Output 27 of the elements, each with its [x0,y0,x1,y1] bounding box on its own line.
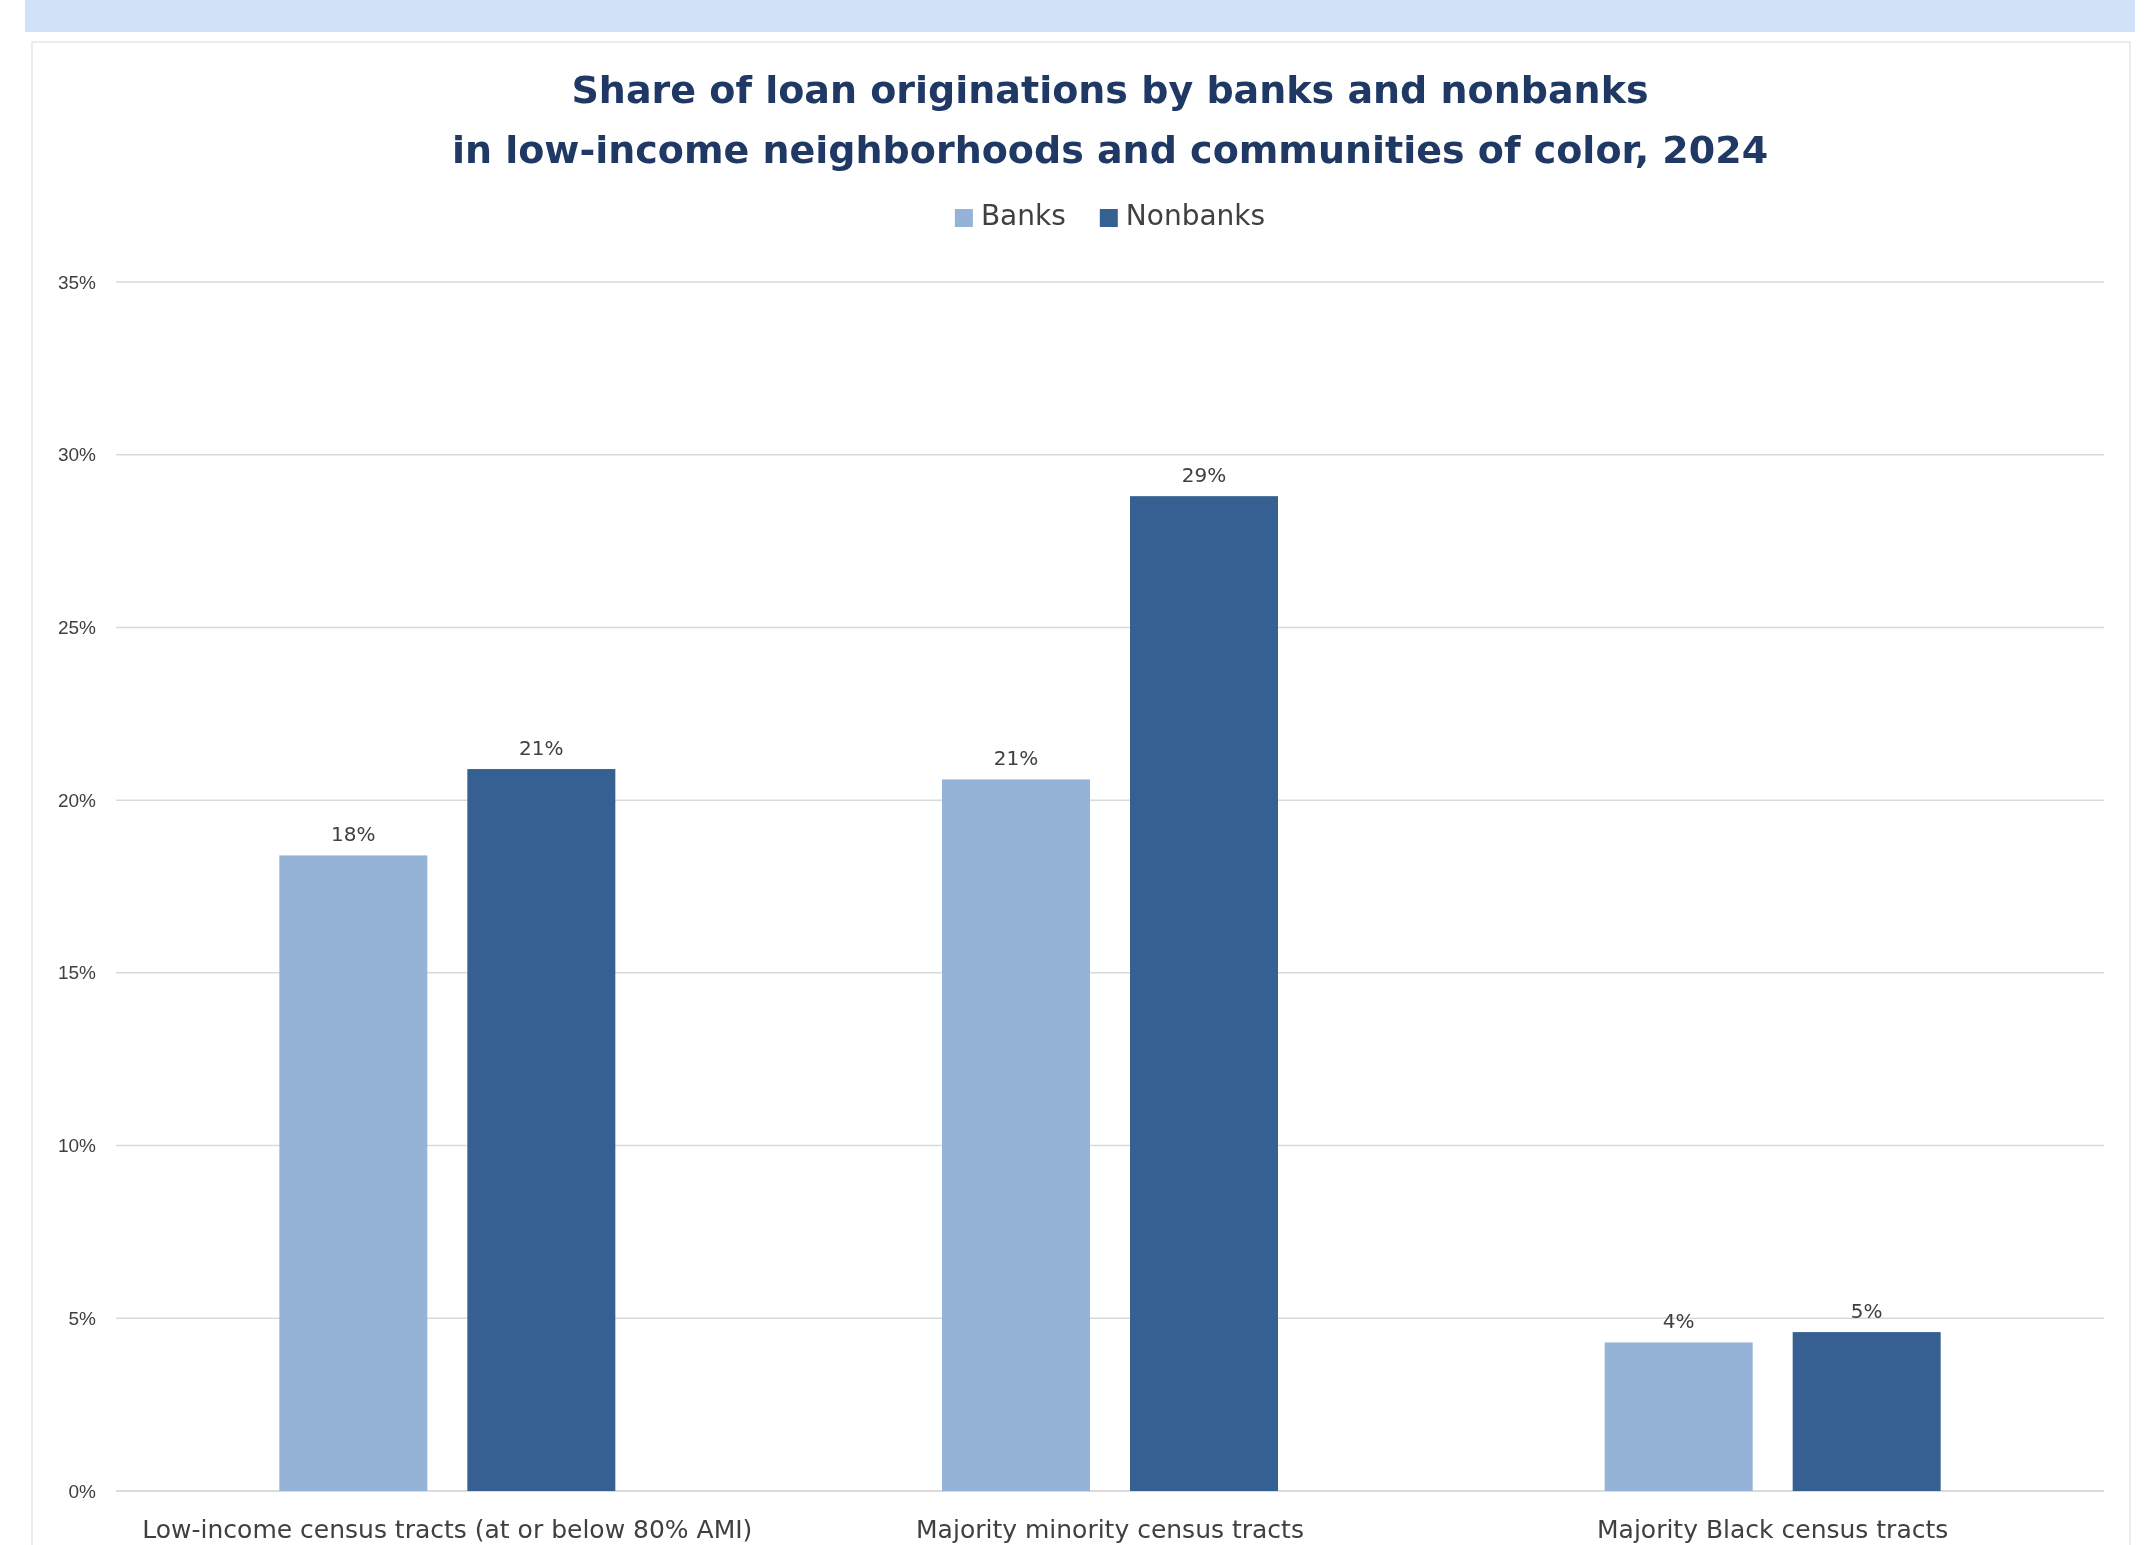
chart-title: Share of loan originations by banks and nonbanks [571,68,1649,112]
data-label: 21% [519,736,564,761]
data-label: 5% [1850,1299,1883,1324]
bar [467,769,616,1491]
data-label: 4% [1662,1309,1695,1334]
bar [1792,1332,1941,1491]
chart-subtitle: in low-income neighborhoods and communities of color, 2024 [451,128,1769,172]
bar [1130,496,1278,1491]
x-tick-label: Majority Black census tracts [1597,1515,1949,1544]
bar [942,779,1090,1491]
y-tick-label: 15% [57,962,97,984]
x-tick-label: Low-income census tracts (at or below 80% AMI) [142,1515,753,1544]
bar [279,855,428,1491]
data-label: 21% [993,746,1039,771]
y-tick-label: 25% [57,617,97,639]
data-label: 18% [331,822,376,847]
legend-label: Banks [980,199,1066,232]
bar [1604,1342,1753,1491]
x-tick-label: Majority minority census tracts [916,1515,1304,1544]
y-tick-label: 5% [68,1307,97,1329]
y-tick-label: 0% [68,1480,97,1502]
data-label: 29% [1181,463,1227,488]
y-tick-label: 10% [57,1135,97,1157]
y-tick-label: 20% [57,789,97,811]
legend-label: Nonbanks [1125,199,1266,232]
y-tick-label: 30% [57,444,97,466]
y-tick-label: 35% [57,271,97,293]
